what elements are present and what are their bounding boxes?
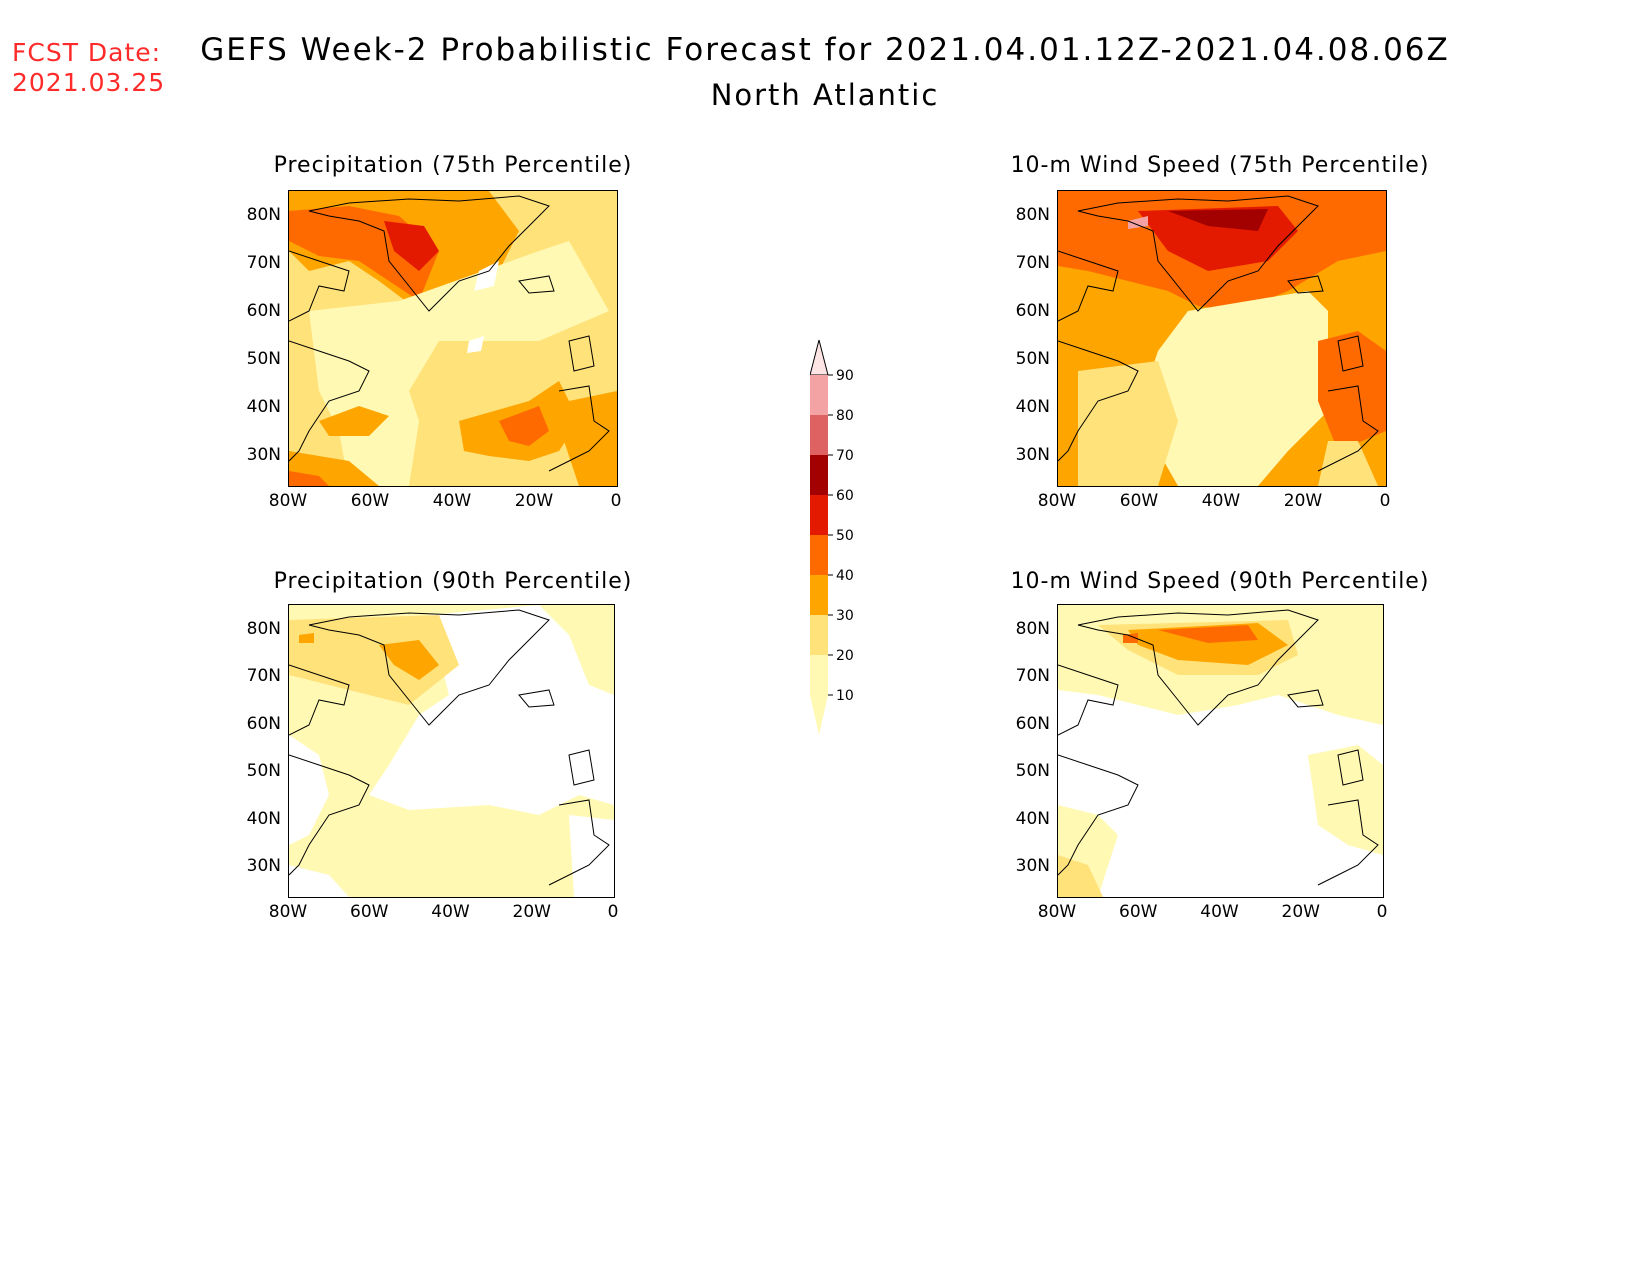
lon-tick-label: 60W: [1119, 491, 1159, 511]
lon-tick-label: 20W: [1283, 491, 1323, 511]
map-precip-75: [288, 190, 618, 487]
lat-tick-label: 50N: [1015, 761, 1050, 782]
colorbar-segment: [810, 655, 828, 695]
colorbar-segment: [810, 575, 828, 615]
colorbar-tick-label: 30: [836, 608, 854, 624]
lat-tick-label: 80N: [246, 619, 281, 639]
colorbar-segment: [810, 375, 828, 415]
lat-tick-label: 40N: [1015, 808, 1050, 829]
colorbar-segment: [810, 615, 828, 655]
map-precip-90: [288, 604, 615, 898]
lat-tick-label: 40N: [246, 808, 281, 829]
lon-tick-label: 40W: [1200, 902, 1239, 922]
lon-tick-label: 80W: [268, 491, 308, 511]
colorbar-tick-label: 10: [836, 688, 854, 704]
colorbar-tick-label: 80: [836, 408, 854, 424]
panel-title-wind-75: 10-m Wind Speed (75th Percentile): [1010, 153, 1430, 178]
lat-tick-label: 80N: [1015, 619, 1050, 639]
colorbar-tick-label: 50: [836, 528, 854, 544]
fcst-label: FCST Date:: [12, 38, 162, 67]
lat-tick-label: 60N: [246, 301, 281, 321]
lat-tick-label: 30N: [1015, 856, 1050, 876]
lon-tick-label: 40W: [1201, 491, 1241, 511]
panel-title-wind-90: 10-m Wind Speed (90th Percentile): [1010, 569, 1430, 594]
colorbar-top-cap: [809, 339, 829, 376]
lon-tick-label: 20W: [514, 491, 554, 511]
colorbar-tick-label: 60: [836, 488, 854, 504]
lon-tick-label: 0: [1379, 491, 1391, 511]
colorbar-tick-label: 40: [836, 568, 854, 584]
lon-tick-label: 60W: [350, 491, 390, 511]
lat-tick-label: 40N: [1015, 397, 1050, 417]
forecast-date-label: FCST Date: 2021.03.25: [12, 38, 165, 98]
lon-tick-label: 20W: [512, 902, 551, 922]
colorbar-bottom-cap: [810, 695, 828, 735]
lat-tick-label: 70N: [246, 666, 281, 687]
lon-tick-label: 80W: [1037, 491, 1077, 511]
lat-tick-label: 60N: [1015, 301, 1050, 321]
colorbar-segment: [810, 415, 828, 455]
map-wind-75: [1057, 190, 1387, 487]
lon-tick-label: 40W: [432, 491, 472, 511]
lat-tick-label: 50N: [246, 349, 281, 369]
colorbar-segment: [810, 455, 828, 495]
region-title: North Atlantic: [710, 78, 940, 112]
lat-tick-label: 50N: [1015, 349, 1050, 369]
lat-tick-label: 80N: [1015, 205, 1050, 225]
colorbar: 10 20 30 40 50 60 70 80 90: [809, 335, 890, 745]
lon-tick-label: 0: [1376, 902, 1388, 922]
colorbar-segment: [810, 495, 828, 535]
lat-tick-label: 40N: [246, 397, 281, 417]
lat-tick-label: 60N: [1015, 713, 1050, 734]
lat-tick-label: 70N: [246, 253, 281, 273]
lon-tick-label: 60W: [1119, 902, 1158, 922]
lon-tick-label: 0: [610, 491, 622, 511]
panel-title-precip-75: Precipitation (75th Percentile): [273, 153, 633, 178]
lat-tick-label: 70N: [1015, 666, 1050, 687]
lat-tick-label: 30N: [1015, 445, 1050, 465]
colorbar-tick-label: 90: [836, 368, 854, 384]
colorbar-segment: [810, 535, 828, 575]
lat-tick-label: 80N: [246, 205, 281, 225]
fcst-date: 2021.03.25: [12, 68, 166, 97]
lon-tick-label: 20W: [1281, 902, 1320, 922]
lat-tick-label: 30N: [246, 445, 281, 465]
lat-tick-label: 50N: [246, 761, 281, 782]
lon-tick-label: 60W: [350, 902, 389, 922]
lon-tick-label: 80W: [1037, 902, 1077, 922]
lon-tick-label: 40W: [431, 902, 470, 922]
lon-tick-label: 0: [607, 902, 619, 922]
lat-tick-label: 30N: [246, 856, 281, 876]
page-title: GEFS Week-2 Probabilistic Forecast for 2…: [200, 32, 1450, 68]
lat-tick-label: 60N: [246, 713, 281, 734]
lon-tick-label: 80W: [268, 902, 308, 922]
lat-tick-label: 70N: [1015, 253, 1050, 273]
colorbar-tick-label: 70: [836, 448, 854, 464]
colorbar-tick-label: 20: [836, 648, 854, 664]
panel-title-precip-90: Precipitation (90th Percentile): [273, 569, 633, 594]
map-wind-90: [1057, 604, 1384, 898]
